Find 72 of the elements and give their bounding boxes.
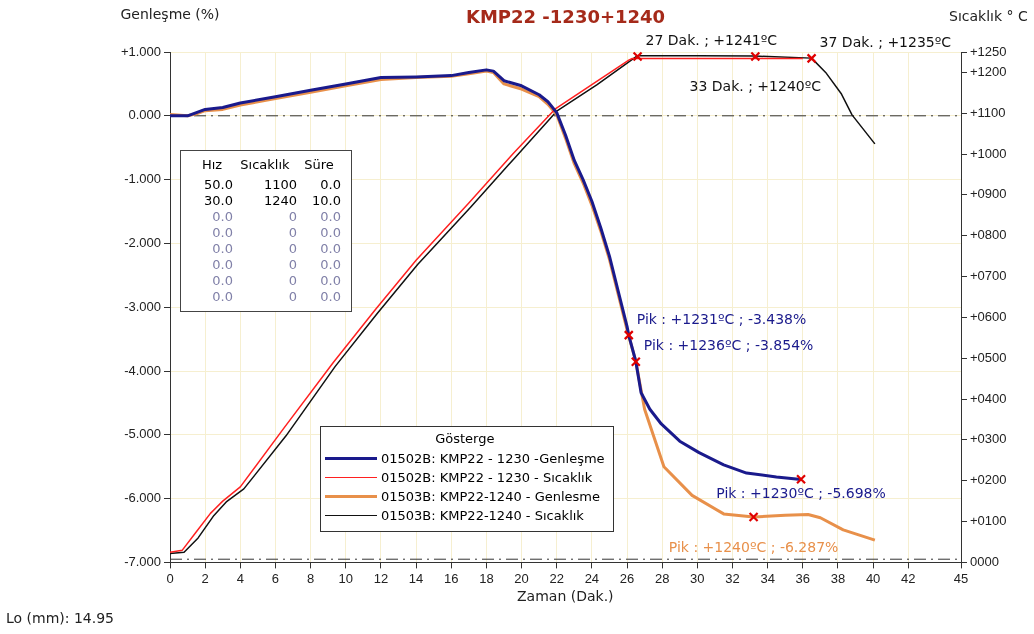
x-tick-label: 8 (307, 570, 315, 586)
x-tick-label: 36 (795, 570, 811, 586)
y2-tick-label: +0500 (970, 349, 1007, 365)
x-tick-label: 38 (830, 570, 846, 586)
y-tick-label: +1.000 (120, 43, 161, 59)
text: 0.0 0 0.0 (212, 257, 341, 272)
x-tick-label: 4 (236, 570, 244, 586)
text: 0.0 0 0.0 (212, 273, 341, 288)
legend-title: Gösterge (434, 431, 496, 447)
text: 50.0 1100 0.0 (204, 177, 341, 192)
x-tick-label: 10 (338, 570, 354, 586)
y-tick-label: -3.000 (124, 298, 161, 314)
y2-axis-title: Sıcaklık ° C (949, 8, 1028, 24)
annotation: Pik : +1236ºC ; -3.854% (643, 337, 814, 354)
x-tick-label: 32 (725, 570, 740, 586)
y2-tick-label: +0600 (970, 308, 1007, 324)
y-axis-title: Genleşme (%) (120, 6, 220, 22)
text: 0.0 0 0.0 (212, 289, 341, 304)
y-tick-label: 0.000 (128, 107, 161, 123)
y2-tick-label: +0800 (970, 227, 1007, 243)
chart-title: KMP22 -1230+1240 (466, 6, 666, 27)
y2-tick-label: +0400 (970, 390, 1007, 406)
x-tick-label: 6 (271, 570, 280, 586)
text: 30.0 1240 10.0 (204, 193, 341, 208)
x-tick-label: 28 (654, 570, 670, 586)
x-tick-label: 42 (901, 570, 916, 586)
legend-label: 01502B: KMP22 - 1230 - Sıcaklık (381, 470, 593, 486)
text: Hız Sıcaklık Süre (201, 157, 334, 172)
annotation: Pik : +1230ºC ; -5.698% (716, 484, 886, 501)
annotation: Pik : +1240ºC ; -6.287% (668, 538, 839, 555)
y-tick-label: -2.000 (124, 234, 161, 250)
x-tick-label: 2 (201, 570, 209, 586)
annotation: 27 Dak. ; +1241ºC (645, 32, 778, 49)
y2-tick-label: +1100 (970, 104, 1006, 120)
y2-tick-label: +0900 (970, 186, 1007, 202)
y2-tick-label: +0200 (970, 472, 1007, 488)
legend-label: 01503B: KMP22-1240 - Genlesme (381, 489, 600, 505)
text: 0.0 0 0.0 (212, 209, 341, 224)
legend-label: 01503B: KMP22-1240 - Sıcaklık (381, 508, 584, 524)
x-tick-label: 22 (549, 570, 564, 586)
x-tick-label: 40 (865, 570, 881, 586)
y2-tick-label: +1000 (970, 145, 1007, 161)
x-tick-label: 18 (479, 570, 494, 586)
annotation: Pik : +1231ºC ; -3.438% (636, 310, 807, 327)
y-tick-label: -4.000 (124, 362, 161, 378)
y2-tick-label: +0300 (970, 431, 1007, 447)
y2-tick-label: +0100 (970, 513, 1007, 529)
x-tick-label: 30 (690, 570, 705, 586)
y2-tick-label: +1250 (970, 43, 1007, 59)
legend-label: 01502B: KMP22 - 1230 -Genleşme (381, 451, 605, 467)
x-tick-label: 34 (760, 570, 775, 586)
y-tick-label: -1.000 (124, 171, 161, 187)
x-tick-label: 45 (953, 570, 969, 586)
text: 0.0 0 0.0 (212, 225, 341, 240)
y-tick-label: -6.000 (124, 490, 161, 506)
x-tick-label: 24 (584, 570, 600, 586)
x-tick-label: 12 (373, 570, 389, 586)
y2-tick-label: +0700 (970, 268, 1007, 284)
y-tick-label: -7.000 (124, 553, 161, 569)
x-tick-label: 16 (444, 570, 459, 586)
x-tick-label: 26 (619, 570, 635, 586)
annotation: 37 Dak. ; +1235ºC (819, 34, 952, 51)
x-axis-title: Zaman (Dak.) (517, 588, 614, 605)
text: 0.0 0 0.0 (212, 241, 341, 256)
x-tick-label: 0 (166, 570, 174, 586)
x-tick-label: 20 (514, 570, 529, 586)
y-tick-label: -5.000 (124, 426, 161, 442)
x-tick-label: 14 (408, 570, 424, 586)
annotation: 33 Dak. ; +1240ºC (689, 78, 822, 95)
y2-tick-label: +1200 (970, 63, 1007, 79)
text: Lo (mm): 14.95 (6, 610, 115, 626)
y2-tick-label: 0000 (970, 553, 999, 569)
